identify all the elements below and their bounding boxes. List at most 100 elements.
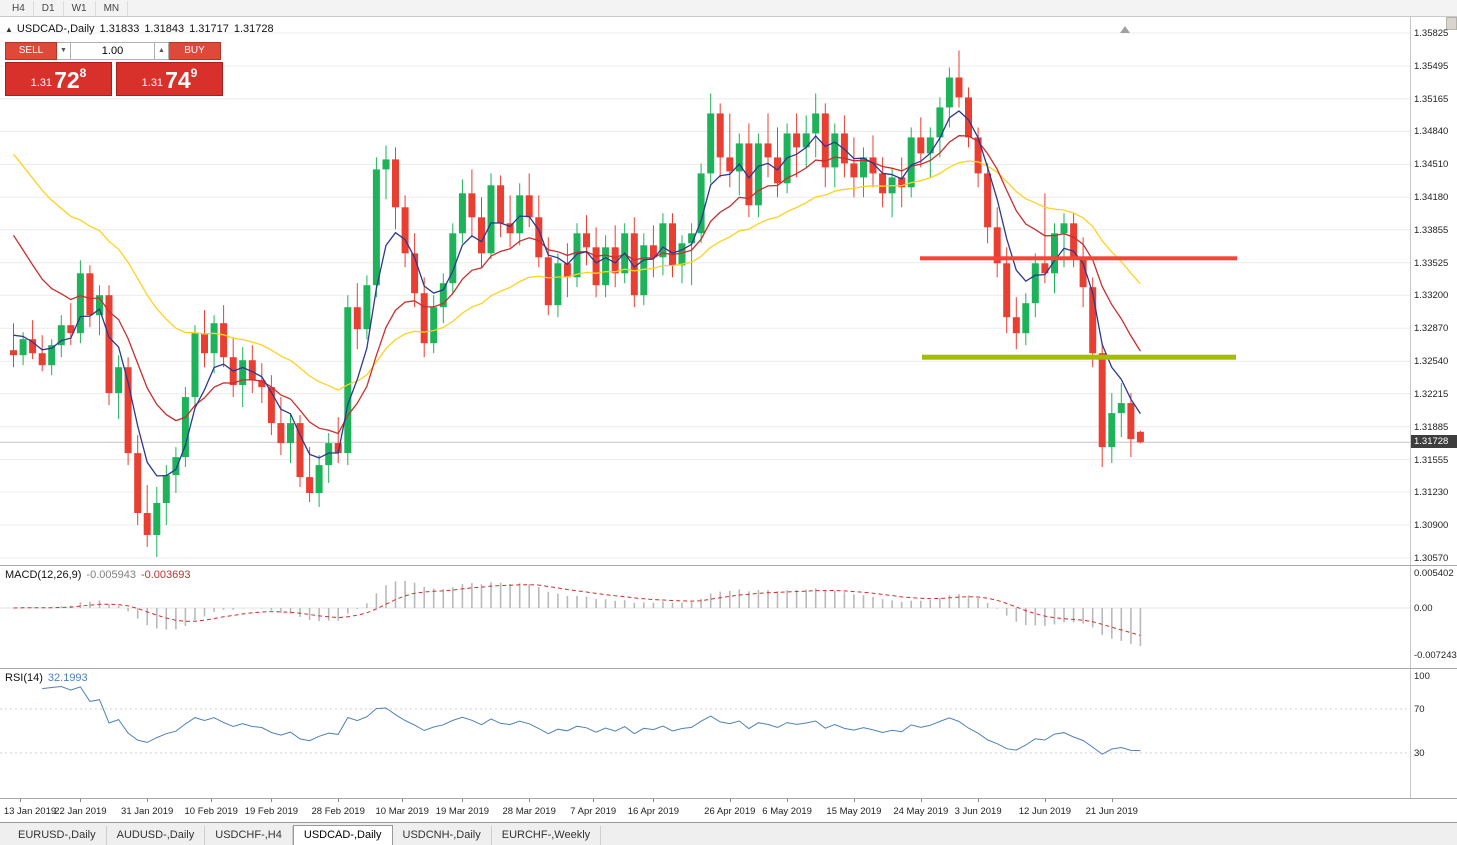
date-tick: [653, 799, 655, 802]
buy-button[interactable]: BUY: [169, 42, 221, 60]
rsi-canvas[interactable]: [0, 669, 1410, 798]
one-click-panel-toggle-icon[interactable]: ▲: [5, 25, 13, 34]
price-axis-label: 1.31555: [1414, 454, 1449, 466]
ma-mid-line: [12, 135, 1141, 435]
rsi-line: [42, 685, 1141, 755]
date-axis-label: 7 Apr 2019: [570, 806, 617, 817]
macd-title: MACD(12,26,9) -0.005943 -0.003693: [5, 569, 191, 581]
price-axis-label: 1.32215: [1414, 388, 1449, 400]
macd-axis-separator: [1410, 566, 1411, 668]
date-tick: [20, 799, 22, 802]
date-axis-label: 19 Mar 2019: [435, 806, 490, 817]
price-axis-label: 1.32870: [1414, 323, 1449, 335]
chart-title: ▲ USDCAD-,Daily 1.31833 1.31843 1.31717 1.317…: [5, 23, 274, 35]
candles-layer: [10, 50, 1144, 557]
caret-down-icon: ▼: [60, 47, 67, 54]
macd-indicator-panel: MACD(12,26,9) -0.005943 -0.003693 0.005402…: [0, 565, 1457, 668]
date-axis-label: 28 Mar 2019: [502, 806, 556, 817]
date-tick: [1111, 799, 1113, 802]
sell-price-pipette: 8: [79, 66, 87, 80]
support-line[interactable]: [922, 354, 1236, 360]
date-tick: [920, 799, 922, 802]
price-axis-label: 1.35825: [1414, 28, 1449, 39]
chart-symbol-period: USDCAD-,Daily: [16, 23, 95, 35]
macd-axis-label: 0.005402: [1414, 568, 1454, 579]
price-axis-label: 1.33525: [1414, 257, 1449, 269]
sell-price-button[interactable]: 1.31 72 8: [5, 62, 112, 96]
macd-canvas[interactable]: [0, 566, 1410, 668]
date-axis-label: 15 May 2019: [826, 806, 882, 817]
price-axis-label: 1.31230: [1414, 487, 1449, 498]
price-axis-label: 1.31885: [1414, 421, 1449, 433]
buy-price-prefix: 1.31: [141, 77, 164, 89]
rsi-value: 32.1993: [47, 672, 88, 684]
buy-price-pipette: 9: [190, 66, 198, 80]
price-axis-label: 1.34510: [1414, 159, 1449, 171]
date-tick: [729, 799, 731, 802]
macd-signal-line: [13, 584, 1141, 636]
date-axis-label: 6 May 2019: [762, 806, 812, 817]
price-axis-label: 1.35495: [1414, 61, 1449, 72]
rsi-indicator-panel: RSI(14) 32.1993 100 70 30: [0, 668, 1457, 798]
sell-button[interactable]: SELL: [5, 42, 57, 60]
rsi-axis-label: 100: [1414, 671, 1430, 682]
date-axis-label: 19 Feb 2019: [244, 806, 299, 817]
resistance-line[interactable]: [920, 256, 1237, 261]
caret-up-icon: ▲: [158, 47, 165, 54]
price-axis-label: 1.34180: [1414, 192, 1449, 204]
date-axis-label: 28 Feb 2019: [311, 806, 365, 817]
chart-tab-usdcad-daily[interactable]: USDCAD-,Daily: [292, 825, 393, 845]
date-axis-label: 10 Feb 2019: [184, 806, 238, 817]
price-gridlines: [0, 32, 1410, 559]
chart-tab-audusd-daily[interactable]: AUDUSD-,Daily: [107, 826, 206, 845]
timeframe-h4-button[interactable]: H4: [4, 0, 34, 16]
macd-signal-value: -0.003693: [140, 569, 191, 581]
timeframe-mn-button[interactable]: MN: [96, 0, 129, 16]
date-axis-label: 26 Apr 2019: [704, 806, 756, 817]
macd-histogram: [22, 580, 1142, 647]
date-axis-label: 3 Jun 2019: [954, 806, 1002, 817]
timeframe-d1-button[interactable]: D1: [34, 0, 64, 16]
macd-label: MACD(12,26,9): [5, 569, 82, 581]
date-tick: [1044, 799, 1046, 802]
chart-tab-usdchf-h4[interactable]: USDCHF-,H4: [205, 826, 293, 845]
buy-price-button[interactable]: 1.31 74 9: [116, 62, 223, 96]
chart-tabs: EURUSD-,Daily AUDUSD-,Daily USDCHF-,H4 USDC…: [0, 822, 1457, 845]
rsi-axis-separator: [1410, 669, 1411, 798]
buy-price-big: 74: [165, 67, 191, 93]
date-tick: [593, 799, 595, 802]
date-tick: [853, 799, 855, 802]
main-chart-canvas[interactable]: [0, 17, 1410, 565]
date-tick: [978, 799, 980, 802]
date-tick: [402, 799, 404, 802]
date-tick: [147, 799, 149, 802]
date-axis-label: 16 Apr 2019: [627, 806, 680, 817]
date-tick: [271, 799, 273, 802]
ohlc-high: 1.31843: [144, 23, 185, 35]
chart-tab-eurusd-daily[interactable]: EURUSD-,Daily: [8, 826, 107, 845]
price-axis-separator: [1410, 17, 1411, 565]
date-tick: [529, 799, 531, 802]
chart-tab-eurchf-weekly[interactable]: EURCHF-,Weekly: [492, 826, 602, 845]
date-axis: 13 Jan 2019 22 Jan 2019 31 Jan 2019 10 Feb …: [0, 798, 1457, 822]
date-tick: [787, 799, 789, 802]
timeframe-w1-button[interactable]: W1: [64, 0, 96, 16]
date-axis-label: 31 Jan 2019: [121, 806, 174, 817]
volume-increase-button[interactable]: ▲: [155, 42, 169, 60]
chart-shift-marker-icon[interactable]: [1120, 26, 1130, 33]
date-tick: [211, 799, 213, 802]
volume-decrease-button[interactable]: ▼: [57, 42, 71, 60]
macd-axis-label: -0.007243: [1414, 650, 1457, 661]
ohlc-open: 1.31833: [99, 23, 140, 35]
date-tick: [462, 799, 464, 802]
volume-input[interactable]: [71, 42, 155, 60]
date-axis-label: 13 Jan 2019: [3, 806, 57, 817]
chart-tab-usdcnh-daily[interactable]: USDCNH-,Daily: [393, 826, 492, 845]
ohlc-close: 1.31728: [233, 23, 274, 35]
price-axis-label: 1.32540: [1414, 356, 1449, 368]
timeframe-toolbar: H4 D1 W1 MN: [0, 0, 1457, 17]
sell-price-big: 72: [54, 67, 80, 93]
main-chart-panel: ▲ USDCAD-,Daily 1.31833 1.31843 1.31717 1.317…: [0, 17, 1457, 565]
